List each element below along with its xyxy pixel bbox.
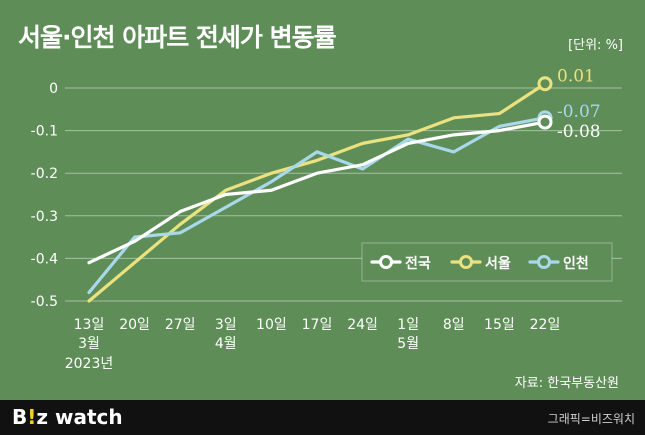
line-chart: 0 -0.1 -0.2 -0.3 -0.4 -0.5 13일 3월 2023년 20일 27일 3일 4… [31,67,622,372]
x-tick-sublabel: 4월 [215,336,237,352]
source-label: 자료: 한국부동산원 [514,376,619,391]
end-value-label-incheon: -0.07 [557,102,601,122]
series-line-nation [87,120,547,265]
x-tick-label: 22일 [530,317,561,333]
x-tick-label: 3일 [215,317,237,333]
x-tick-sublabel: 3월 [78,336,100,352]
x-tick-label: 15일 [484,317,515,333]
legend-label-nation: 전국 [405,255,431,272]
y-tick-label: -0.1 [31,124,58,140]
y-tick-label: 0 [49,81,58,97]
x-tick-label: 27일 [165,317,196,333]
y-tick-label: -0.4 [31,251,58,267]
brand-accent: ! [27,405,37,429]
legend-marker-seoul [459,255,473,269]
footer-bar: B!z watch 그래픽=비즈워치 [0,400,645,435]
legend-marker-incheon [537,255,551,269]
end-point-marker-nation [537,114,553,130]
end-value-label-seoul: 0.01 [557,67,595,87]
x-tick-label: 13일 [74,317,105,333]
x-tick-label: 17일 [302,317,333,333]
x-tick-label: 24일 [347,317,378,333]
legend-label-seoul: 서울 [485,255,511,272]
x-tick-sublabel: 2023년 [65,356,114,372]
legend-label-incheon: 인천 [563,255,589,272]
unit-label: [단위: %] [568,38,623,53]
series-line-seoul [87,82,547,303]
x-tick-label: 8일 [443,317,465,333]
legend-box [361,242,613,282]
x-tick-label: 20일 [119,317,150,333]
brand-prefix: B [12,405,28,429]
y-tick-label: -0.2 [31,166,58,182]
y-tick-label: -0.5 [31,294,58,310]
x-tick-label: 1일 [397,317,419,333]
legend-marker-nation [379,255,393,269]
graphic-credit: 그래픽=비즈워치 [547,412,635,426]
x-tick-sublabel: 5월 [397,336,419,352]
brand-logo: B!z watch [12,405,123,429]
y-tick-label: -0.3 [31,209,58,225]
x-tick-label: 10일 [256,317,287,333]
brand-suffix: z watch [36,405,123,429]
chart-title: 서울·인천 아파트 전세가 변동률 [18,23,337,52]
end-point-marker-seoul [537,76,553,92]
series-line-incheon [87,116,547,295]
end-value-label-nation: -0.08 [557,122,601,142]
